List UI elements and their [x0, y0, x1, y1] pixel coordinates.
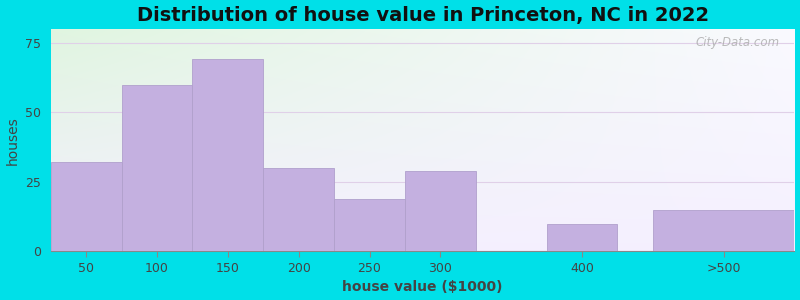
Bar [405, 171, 476, 251]
Y-axis label: houses: houses [6, 116, 19, 165]
Bar [334, 199, 405, 251]
Bar [122, 85, 193, 251]
Bar [51, 162, 122, 251]
Text: City-Data.com: City-Data.com [695, 36, 779, 49]
Bar [546, 224, 618, 251]
Title: Distribution of house value in Princeton, NC in 2022: Distribution of house value in Princeton… [137, 6, 709, 25]
Bar [263, 168, 334, 251]
Bar [193, 59, 263, 251]
Bar [653, 210, 794, 251]
X-axis label: house value ($1000): house value ($1000) [342, 280, 503, 294]
